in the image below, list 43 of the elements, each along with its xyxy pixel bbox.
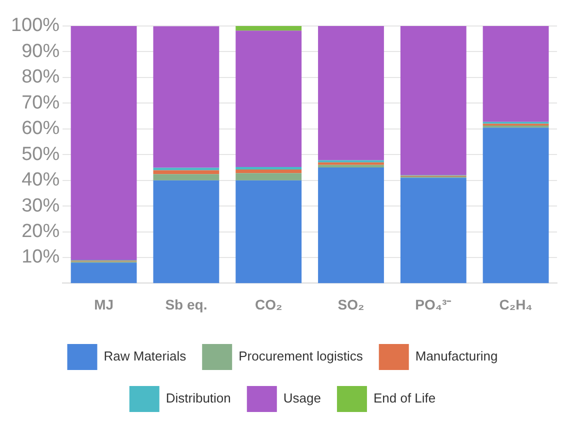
bar <box>400 26 466 176</box>
y-tick-label: 50% <box>22 144 60 165</box>
bar <box>400 178 466 284</box>
bar <box>318 162 384 165</box>
legend-label: Usage <box>283 390 321 406</box>
y-tick-label: 80% <box>22 66 60 88</box>
x-tick-label: Sb eq. <box>165 296 208 312</box>
bar <box>318 167 384 284</box>
bar <box>236 26 302 31</box>
y-tick-label: 60% <box>22 118 60 140</box>
y-tick-label: 20% <box>22 220 60 242</box>
bar <box>70 26 137 260</box>
bar <box>318 164 384 168</box>
legend-label: Manufacturing <box>415 348 498 364</box>
legend-label: Distribution <box>166 390 231 406</box>
legend-label: Procurement logistics <box>238 348 364 364</box>
bar <box>153 170 220 174</box>
bar <box>153 174 220 180</box>
y-tick-label: 40% <box>22 170 60 191</box>
bar <box>236 170 302 174</box>
x-tick-label: PO₄³⁻ <box>415 296 452 312</box>
legend-label: Raw Materials <box>104 348 187 364</box>
bar <box>482 128 549 284</box>
x-tick-label: CO₂ <box>254 296 282 312</box>
y-tick-label: 30% <box>22 195 60 216</box>
bar <box>153 168 220 170</box>
y-tick-label: 70% <box>22 92 60 114</box>
y-tick-label: 10% <box>22 246 60 268</box>
bar <box>153 26 220 168</box>
x-tick-label: C₂H₄ <box>499 296 532 312</box>
bar <box>70 262 137 284</box>
bar <box>236 173 302 180</box>
x-tick-label: MJ <box>94 296 114 312</box>
bar <box>153 180 220 284</box>
y-tick-label: 90% <box>22 40 60 62</box>
x-tick-label: SO₂ <box>338 296 364 312</box>
bar <box>236 30 302 167</box>
bar <box>236 166 302 170</box>
bar <box>236 180 302 284</box>
legend-label: End of Life <box>373 390 436 406</box>
bar <box>318 26 384 160</box>
y-tick-label: 100% <box>10 15 60 36</box>
bar <box>482 26 549 122</box>
